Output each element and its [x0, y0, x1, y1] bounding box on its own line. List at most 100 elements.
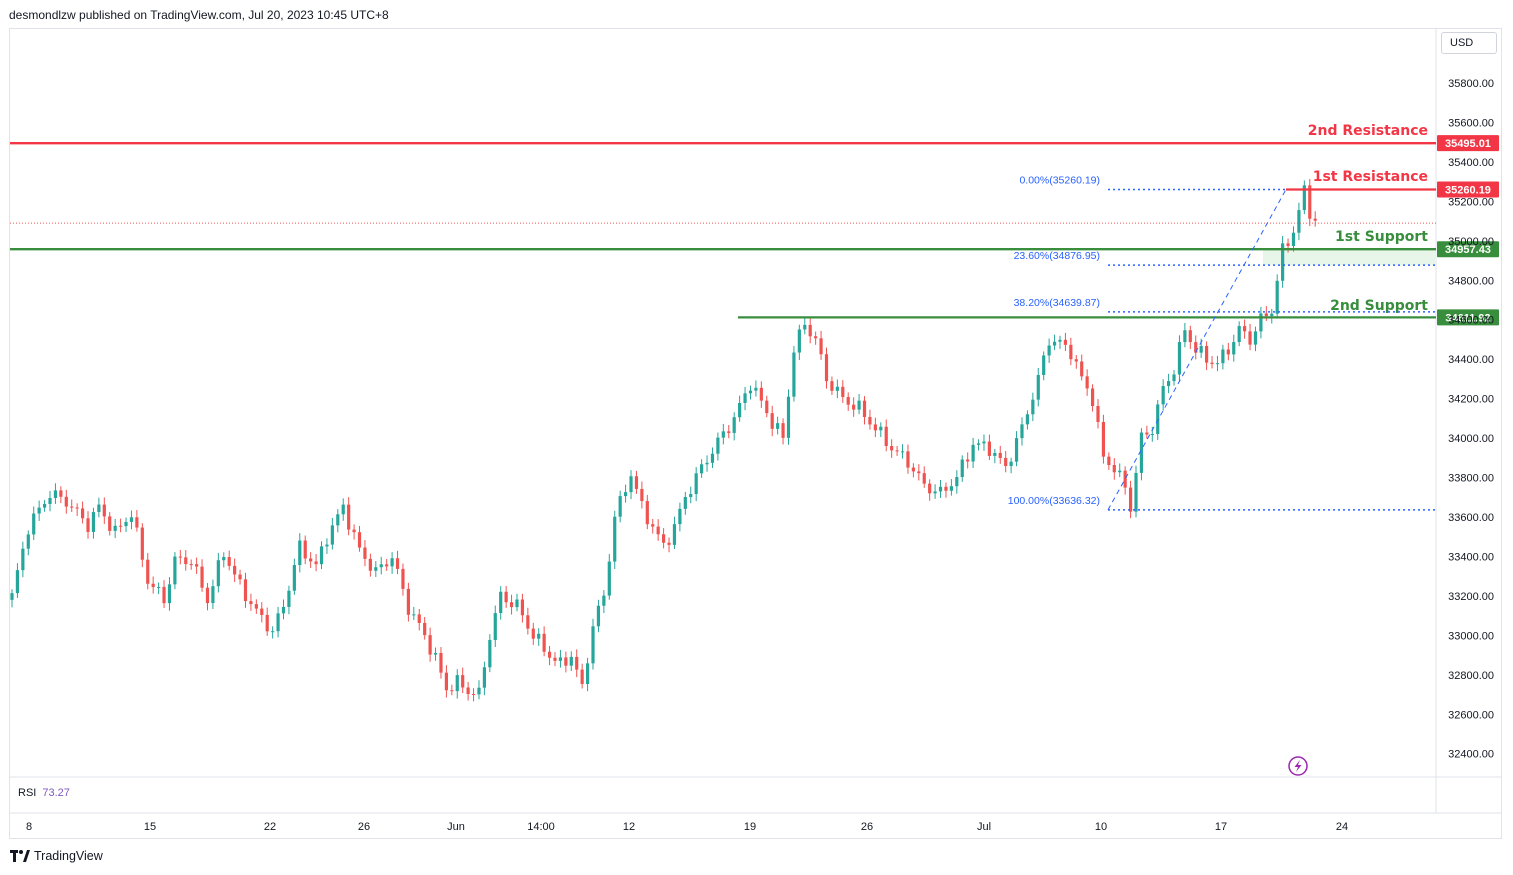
candle-92 — [509, 594, 514, 615]
time-axis: 8 15 22 26 Jun 14:00 12 19 26 Jul 10 17 24 — [26, 821, 1348, 833]
fib-level-1[interactable]: 23.60%(34876.95) — [1014, 250, 1436, 266]
candles-layer — [10, 178, 1317, 702]
candle-169 — [928, 479, 932, 501]
candle-143 — [786, 389, 791, 445]
candle-49 — [276, 606, 280, 638]
candle-60 — [336, 509, 340, 533]
price-axis: 35800.00 35600.00 35400.00 35200.00 35000.00… — [1448, 78, 1494, 761]
candle-181 — [993, 448, 997, 464]
candle-44 — [249, 593, 253, 611]
candle-233 — [1275, 274, 1279, 319]
rsi-value: 73.27 — [42, 787, 70, 799]
candle-16 — [97, 497, 101, 518]
time-tick-7: 19 — [744, 821, 756, 833]
candle-177 — [971, 437, 975, 469]
candle-202 — [1107, 452, 1111, 470]
candle-184 — [1009, 457, 1013, 474]
candle-110 — [607, 554, 611, 600]
candle-121 — [667, 537, 671, 553]
candle-228 — [1248, 323, 1252, 351]
candle-37 — [211, 579, 215, 609]
time-tick-6: 12 — [623, 821, 635, 833]
price-tick-17: 32400.00 — [1448, 749, 1494, 761]
candle-112 — [618, 490, 622, 523]
candle-225 — [1232, 334, 1236, 362]
candle-51 — [287, 585, 291, 615]
candle-77 — [428, 627, 432, 662]
candle-151 — [830, 376, 834, 395]
candle-167 — [917, 464, 921, 481]
level-support-2[interactable]: 1st Support 34957.43 — [10, 229, 1499, 258]
candle-105 — [580, 663, 584, 689]
level-resistance-0[interactable]: 2nd Resistance 35495.01 — [10, 123, 1499, 152]
candle-205 — [1123, 466, 1127, 495]
candle-101 — [558, 649, 563, 668]
candle-99 — [547, 645, 552, 666]
candle-109 — [602, 590, 606, 614]
candle-171 — [938, 479, 943, 498]
candle-54 — [303, 535, 307, 565]
support-zone — [1263, 249, 1436, 266]
candle-125 — [689, 486, 693, 504]
candle-102 — [564, 651, 568, 673]
level-support-3[interactable]: 2nd Support 34611.92 — [738, 298, 1499, 326]
candle-227 — [1243, 319, 1247, 339]
candle-74 — [412, 606, 416, 621]
candle-47 — [265, 607, 269, 636]
candle-53 — [298, 533, 302, 573]
fib-level-0[interactable]: 0.00%(35260.19) — [1019, 174, 1286, 191]
candle-0 — [10, 589, 14, 608]
candle-63 — [352, 524, 356, 540]
fib-level-2[interactable]: 38.20%(34639.87) — [1014, 297, 1436, 313]
candle-183 — [1004, 450, 1008, 473]
candle-215 — [1177, 335, 1182, 382]
candle-27 — [157, 582, 161, 595]
candle-91 — [504, 586, 508, 608]
candle-32 — [184, 550, 188, 571]
candle-179 — [982, 434, 986, 451]
candle-220 — [1205, 341, 1209, 371]
candle-96 — [531, 622, 535, 645]
candle-2 — [21, 541, 25, 578]
candle-230 — [1259, 306, 1263, 339]
candle-182 — [998, 445, 1002, 464]
lightning-icon[interactable] — [1288, 756, 1308, 776]
candle-159 — [873, 417, 877, 438]
candle-94 — [520, 593, 525, 623]
candle-126 — [694, 467, 698, 502]
candle-41 — [233, 558, 237, 582]
candle-81 — [450, 684, 454, 696]
candle-8 — [53, 483, 58, 504]
level-resistance-1[interactable]: 1st Resistance 35260.19 — [1286, 169, 1499, 198]
tradingview-brand: TradingView — [10, 849, 103, 863]
candle-73 — [406, 582, 410, 622]
candle-140 — [770, 405, 774, 437]
publisher-header: desmondlzw published on TradingView.com,… — [9, 8, 389, 22]
price-tick-3: 35200.00 — [1448, 196, 1494, 208]
candle-240 — [1313, 211, 1317, 227]
candle-189 — [1036, 367, 1040, 407]
candle-69 — [385, 559, 389, 571]
fib-level-3[interactable]: 100.00%(33636.32) — [1008, 495, 1436, 511]
candle-129 — [710, 447, 715, 469]
time-tick-12: 24 — [1336, 821, 1348, 833]
currency-selector[interactable]: USD — [1441, 32, 1497, 54]
candle-160 — [879, 422, 883, 438]
candle-11 — [70, 499, 74, 513]
rsi-name: RSI — [18, 787, 37, 799]
candle-70 — [390, 552, 394, 574]
candle-197 — [1080, 354, 1084, 381]
candle-198 — [1085, 369, 1089, 396]
candle-111 — [613, 510, 617, 569]
time-tick-4: Jun — [447, 821, 465, 833]
fibonacci-layer: 0.00%(35260.19) 23.60%(34876.95) 38.20%(34… — [1008, 174, 1436, 511]
candle-43 — [243, 572, 248, 608]
candle-4 — [32, 506, 36, 541]
candle-232 — [1270, 308, 1274, 324]
candle-224 — [1226, 342, 1230, 361]
candle-138 — [759, 381, 763, 408]
candle-29 — [167, 577, 172, 611]
candle-187 — [1025, 410, 1030, 430]
candle-176 — [966, 452, 970, 469]
